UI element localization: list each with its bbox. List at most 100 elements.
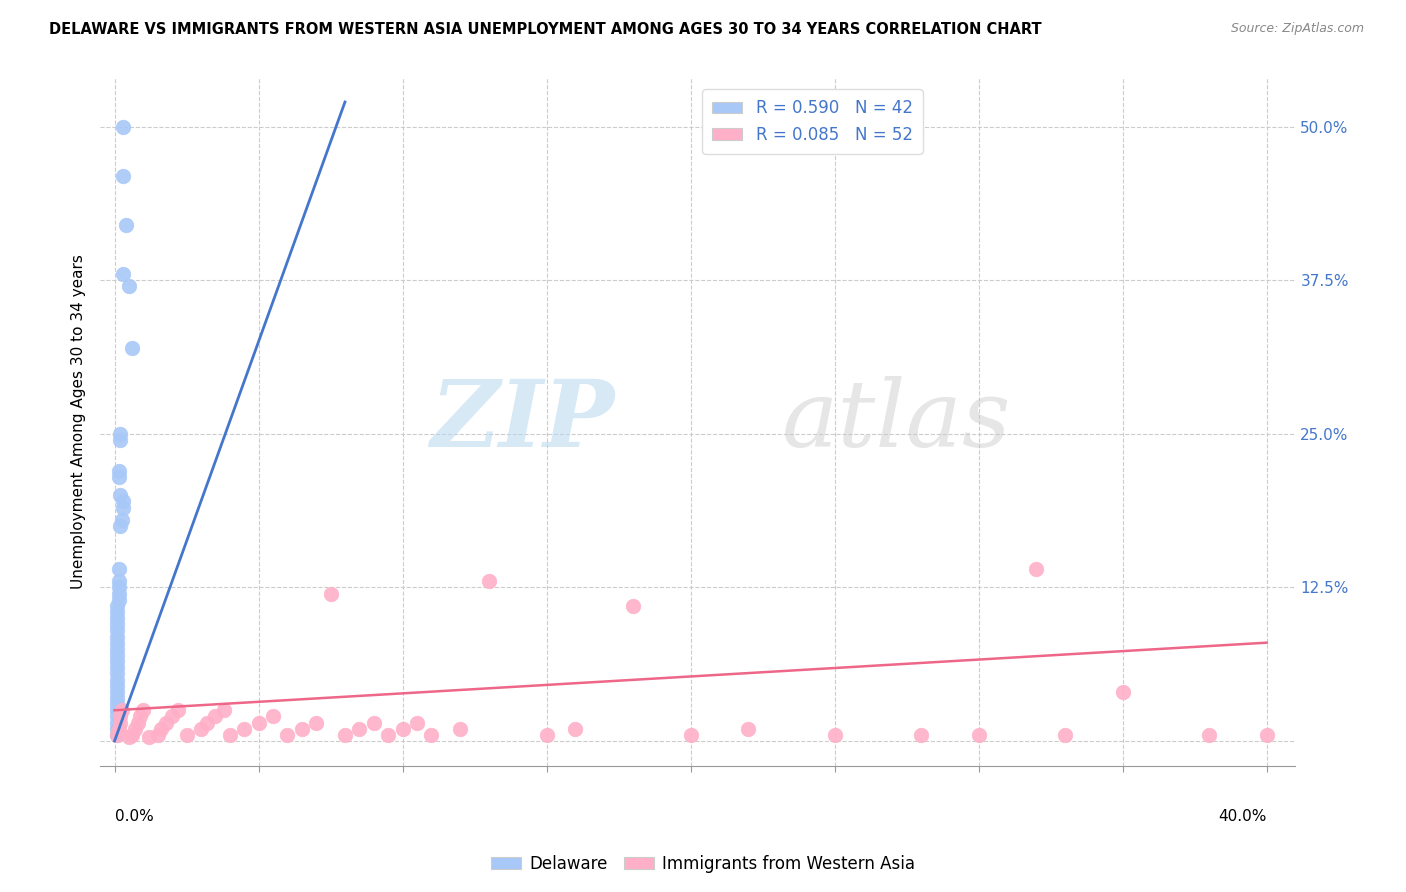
Point	[107, 617, 129, 632]
Point	[107, 728, 129, 742]
Point	[107, 611, 129, 625]
Text: DELAWARE VS IMMIGRANTS FROM WESTERN ASIA UNEMPLOYMENT AMONG AGES 30 TO 34 YEARS : DELAWARE VS IMMIGRANTS FROM WESTERN ASIA…	[49, 22, 1042, 37]
Point	[115, 218, 138, 232]
Point	[108, 722, 131, 736]
Point	[1256, 728, 1278, 742]
Point	[111, 703, 134, 717]
Point	[910, 728, 932, 742]
Text: Source: ZipAtlas.com: Source: ZipAtlas.com	[1230, 22, 1364, 36]
Point	[377, 728, 399, 742]
Point	[108, 592, 131, 607]
Point	[107, 648, 129, 662]
Point	[291, 722, 314, 736]
Point	[967, 728, 990, 742]
Point	[108, 574, 131, 589]
Point	[204, 709, 226, 723]
Point	[349, 722, 371, 736]
Point	[107, 666, 129, 681]
Point	[112, 494, 135, 508]
Point	[478, 574, 501, 589]
Point	[118, 731, 141, 745]
Point	[679, 728, 702, 742]
Point	[121, 728, 143, 742]
Point	[107, 685, 129, 699]
Point	[406, 715, 429, 730]
Point	[112, 169, 135, 183]
Text: atlas: atlas	[782, 376, 1011, 467]
Point	[1025, 562, 1047, 576]
Point	[110, 426, 132, 441]
Point	[107, 679, 129, 693]
Point	[107, 641, 129, 656]
Point	[110, 488, 132, 502]
Point	[110, 519, 132, 533]
Text: 40.0%: 40.0%	[1218, 808, 1267, 823]
Point	[155, 715, 177, 730]
Point	[108, 470, 131, 484]
Point	[107, 605, 129, 619]
Point	[247, 715, 270, 730]
Point	[107, 697, 129, 711]
Point	[107, 703, 129, 717]
Point	[107, 635, 129, 649]
Point	[107, 624, 129, 638]
Point	[112, 267, 135, 281]
Point	[107, 654, 129, 668]
Point	[127, 715, 149, 730]
Point	[564, 722, 586, 736]
Point	[195, 715, 218, 730]
Point	[112, 500, 135, 515]
Point	[1198, 728, 1220, 742]
Point	[121, 341, 143, 355]
Point	[449, 722, 471, 736]
Point	[420, 728, 443, 742]
Point	[107, 660, 129, 674]
Point	[132, 703, 155, 717]
Point	[1053, 728, 1076, 742]
Point	[107, 599, 129, 613]
Point	[118, 279, 141, 293]
Point	[621, 599, 644, 613]
Y-axis label: Unemployment Among Ages 30 to 34 years: Unemployment Among Ages 30 to 34 years	[72, 254, 86, 589]
Point	[110, 715, 132, 730]
Point	[536, 728, 558, 742]
Point	[218, 728, 240, 742]
Point	[108, 580, 131, 594]
Point	[737, 722, 759, 736]
Text: 0.0%: 0.0%	[114, 808, 153, 823]
Point	[129, 709, 152, 723]
Point	[108, 562, 131, 576]
Text: ZIP: ZIP	[430, 376, 614, 467]
Point	[111, 513, 134, 527]
Point	[363, 715, 385, 730]
Point	[212, 703, 235, 717]
Point	[167, 703, 190, 717]
Point	[138, 731, 160, 745]
Legend: R = 0.590   N = 42, R = 0.085   N = 52: R = 0.590 N = 42, R = 0.085 N = 52	[702, 89, 922, 153]
Point	[276, 728, 298, 742]
Point	[108, 586, 131, 600]
Point	[108, 464, 131, 478]
Point	[124, 722, 146, 736]
Point	[107, 673, 129, 687]
Point	[190, 722, 212, 736]
Point	[176, 728, 198, 742]
Point	[107, 709, 129, 723]
Point	[233, 722, 256, 736]
Point	[107, 630, 129, 644]
Point	[107, 690, 129, 705]
Point	[107, 715, 129, 730]
Point	[391, 722, 413, 736]
Point	[160, 709, 183, 723]
Point	[149, 722, 172, 736]
Point	[112, 120, 135, 134]
Point	[110, 433, 132, 447]
Legend: Delaware, Immigrants from Western Asia: Delaware, Immigrants from Western Asia	[484, 848, 922, 880]
Point	[107, 728, 129, 742]
Point	[146, 728, 169, 742]
Point	[110, 709, 132, 723]
Point	[1111, 685, 1133, 699]
Point	[333, 728, 356, 742]
Point	[319, 586, 342, 600]
Point	[262, 709, 284, 723]
